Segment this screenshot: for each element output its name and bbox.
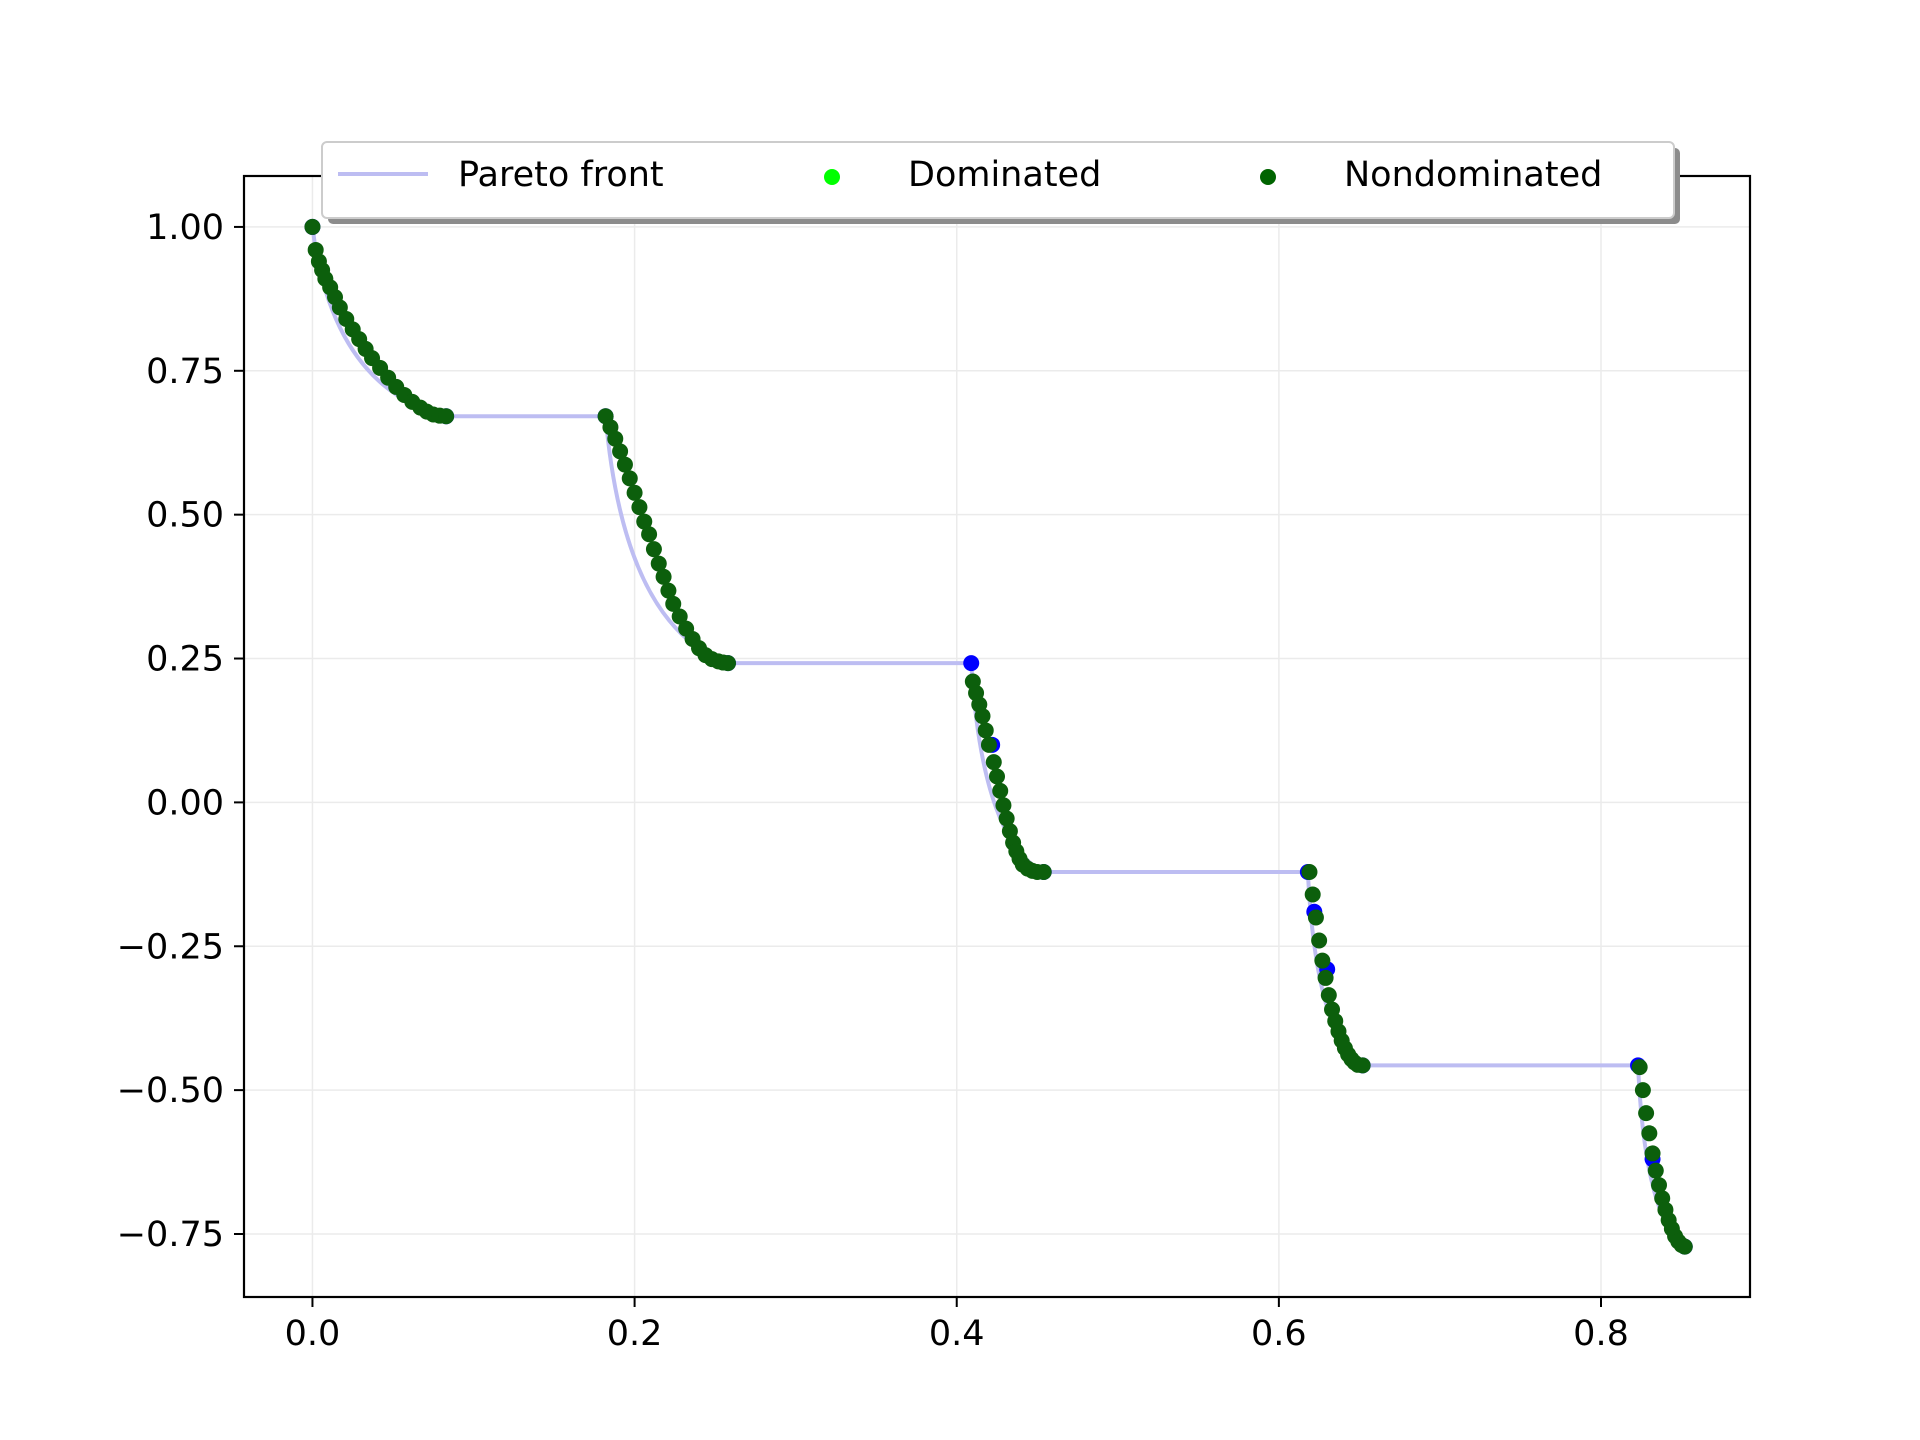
nondominated-point <box>985 754 1002 771</box>
y-tick-label: 0.00 <box>146 783 224 823</box>
y-tick-label: −0.50 <box>117 1071 224 1111</box>
legend-nondominated-swatch <box>1260 169 1276 185</box>
nondominated-point <box>998 810 1015 827</box>
nondominated-point <box>1307 909 1324 926</box>
nondominated-point <box>438 408 455 425</box>
nondominated-point <box>992 782 1009 799</box>
nondominated-point <box>1314 952 1331 969</box>
nondominated-point <box>1301 864 1318 881</box>
ticks-layer: 0.0 0.2 0.4 0.6 0.8 1.00 0.75 0.50 0.25 0.00 −0.25… <box>117 208 1629 1354</box>
legend: Pareto front Dominated Nondominated <box>321 141 1680 224</box>
nondominated-point <box>607 430 624 447</box>
legend-dominated-label: Dominated <box>908 155 1101 195</box>
y-tick-label: −0.25 <box>117 927 224 967</box>
nondominated-point <box>977 722 994 739</box>
nondominated-point <box>1317 969 1334 986</box>
nondominated-point <box>1631 1059 1648 1076</box>
y-tick-label: 0.75 <box>146 352 224 392</box>
nondominated-point <box>671 608 688 625</box>
nondominated-point <box>621 470 638 487</box>
nondominated-point <box>995 797 1012 814</box>
nondominated-point <box>1634 1082 1651 1099</box>
nondominated-point <box>612 443 629 460</box>
nondominated-point <box>304 218 321 235</box>
nondominated-point <box>641 526 658 543</box>
nondominated-point <box>660 582 677 599</box>
nondominated-point <box>974 708 991 725</box>
nondominated-point <box>1304 886 1321 903</box>
nondominated-point <box>1644 1145 1661 1162</box>
x-tick-label: 0.2 <box>607 1314 663 1354</box>
nondominated-point <box>1650 1177 1667 1194</box>
nondominated-point <box>989 768 1005 785</box>
nondominated-point <box>1311 932 1328 949</box>
y-tick-label: 0.50 <box>146 496 224 536</box>
dominated-point <box>963 655 980 672</box>
x-tick-label: 0.8 <box>1573 1314 1629 1354</box>
nondominated-point <box>616 456 633 473</box>
nondominated-point <box>1354 1057 1371 1074</box>
nondominated-point <box>1676 1238 1693 1255</box>
nondominated-point <box>631 499 648 516</box>
nondominated-point <box>645 541 662 558</box>
x-tick-label: 0.0 <box>285 1314 341 1354</box>
nondominated-point <box>1638 1105 1655 1122</box>
nondominated-point <box>1035 864 1052 881</box>
nondominated-point <box>636 513 653 530</box>
y-tick-label: −0.75 <box>117 1215 224 1255</box>
nondominated-point <box>1320 987 1337 1004</box>
nondominated-point <box>1641 1125 1658 1142</box>
nondominated-point <box>980 736 997 753</box>
nondominated-point <box>650 555 667 572</box>
nondominated-point <box>626 484 643 501</box>
nondominated-point <box>1647 1162 1664 1179</box>
legend-box <box>321 141 1675 219</box>
nondominated-layer <box>304 218 1693 1255</box>
legend-dominated-swatch <box>824 169 840 185</box>
nondominated-point <box>665 595 682 612</box>
legend-pareto-front-label: Pareto front <box>458 155 664 195</box>
y-tick-label: 0.25 <box>146 640 224 680</box>
legend-nondominated-label: Nondominated <box>1344 155 1602 195</box>
x-tick-label: 0.6 <box>1251 1314 1307 1354</box>
nondominated-point <box>720 655 737 672</box>
x-tick-label: 0.4 <box>929 1314 985 1354</box>
y-tick-label: 1.00 <box>146 208 224 248</box>
nondominated-point <box>655 568 672 585</box>
